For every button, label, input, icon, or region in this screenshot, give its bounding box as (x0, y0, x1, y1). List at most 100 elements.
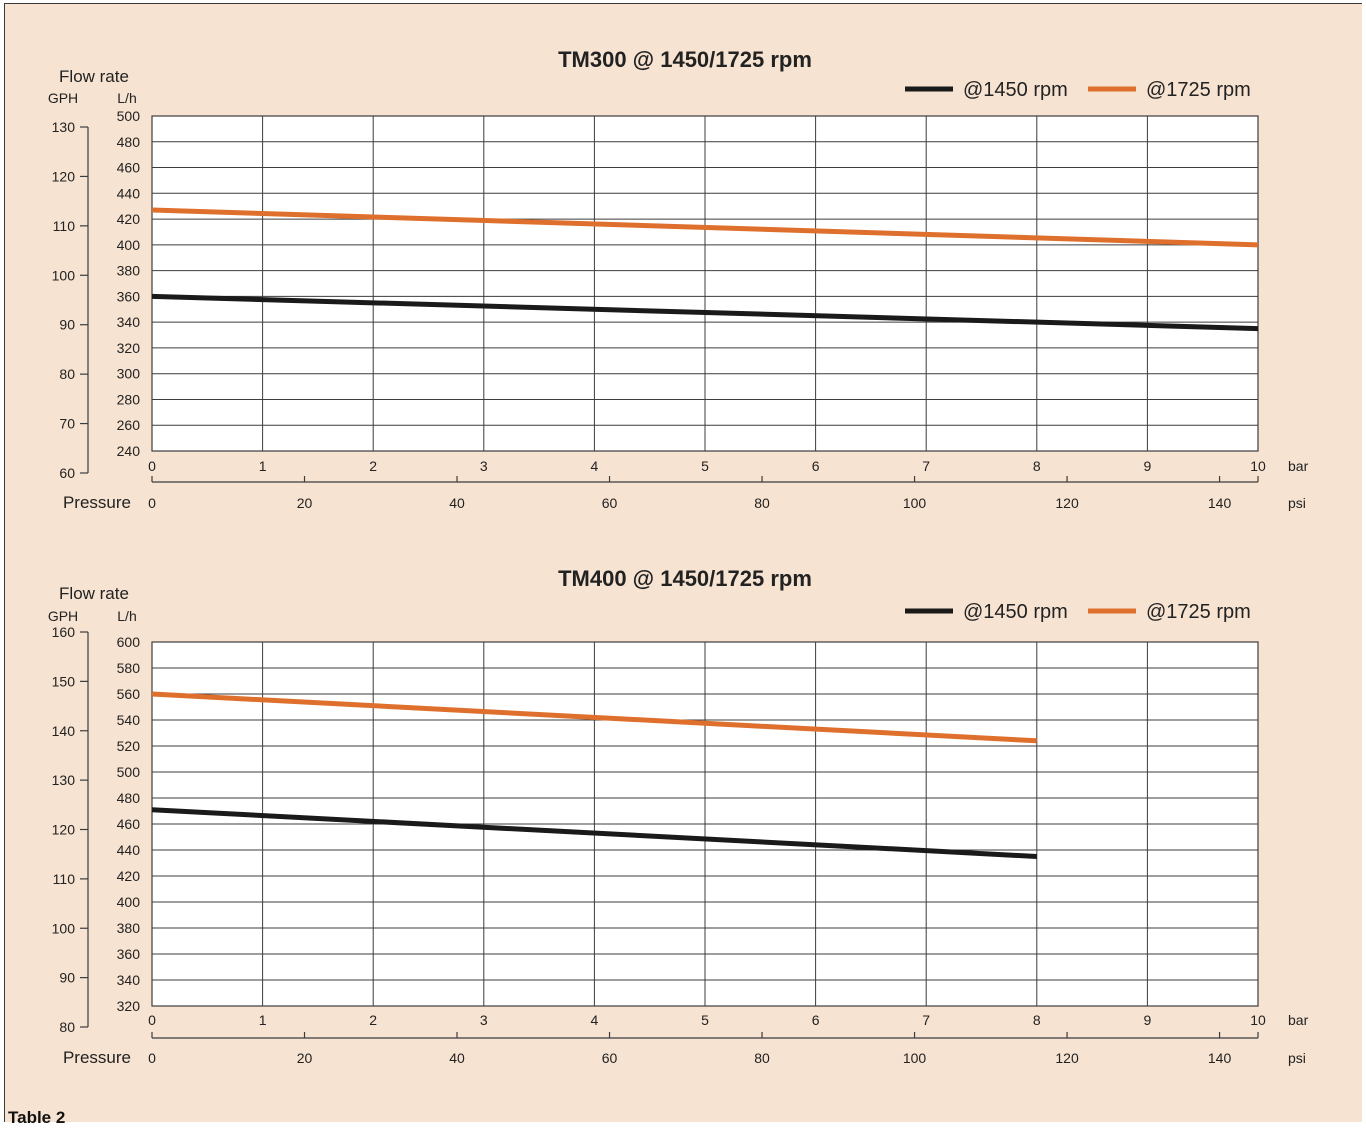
x-tick-label: 10 (1250, 458, 1266, 474)
gph-tick-label: 110 (53, 871, 76, 887)
psi-tick-label: 120 (1055, 495, 1079, 511)
y-tick-label: 460 (117, 160, 141, 176)
x-axis-title: Pressure (63, 1048, 131, 1067)
chart-2: 3203403603804004204404604805005205405605… (48, 566, 1309, 1067)
y-tick-label: 420 (117, 868, 141, 884)
psi-tick-label: 60 (602, 495, 618, 511)
gph-tick-label: 150 (52, 673, 76, 689)
psi-tick-label: 0 (148, 495, 156, 511)
psi-tick-label: 40 (449, 495, 465, 511)
x-tick-label: 9 (1144, 1012, 1152, 1028)
gph-tick-label: 90 (59, 317, 75, 333)
gph-tick-label: 80 (59, 366, 75, 382)
x-tick-label: 5 (701, 1012, 709, 1028)
psi-tick-label: 0 (148, 1050, 156, 1066)
y-tick-label: 480 (117, 790, 141, 806)
legend-label: @1725 rpm (1146, 601, 1251, 623)
x-tick-label: 4 (591, 458, 599, 474)
psi-tick-label: 40 (449, 1050, 465, 1066)
y-tick-label: 320 (117, 998, 141, 1014)
y-tick-label: 400 (117, 894, 141, 910)
y-tick-label: 440 (117, 842, 141, 858)
x-axis-title: Pressure (63, 493, 131, 512)
chart-title: TM400 @ 1450/1725 rpm (558, 566, 812, 591)
x-tick-label: 3 (480, 458, 488, 474)
psi-unit-label: psi (1288, 1050, 1306, 1066)
gph-tick-label: 130 (52, 119, 76, 135)
y-tick-label: 360 (117, 288, 141, 304)
gph-tick-label: 100 (52, 920, 76, 936)
y-tick-label: 580 (117, 660, 141, 676)
gph-tick-label: 160 (52, 624, 76, 640)
y-tick-label: 600 (117, 634, 141, 650)
x-tick-label: 6 (812, 1012, 820, 1028)
y-tick-label: 480 (117, 134, 141, 150)
y-tick-label: 380 (117, 263, 141, 279)
x-unit-label: bar (1288, 1012, 1309, 1028)
y-tick-label: 440 (117, 185, 141, 201)
series-line (151, 207, 1259, 248)
gph-tick-label: 100 (52, 267, 76, 283)
table-caption: Table 2 (8, 1108, 66, 1127)
psi-tick-label: 100 (903, 1050, 927, 1066)
y-tick-label: 240 (117, 443, 141, 459)
y-tick-label: 540 (117, 712, 141, 728)
x-tick-label: 0 (148, 1012, 156, 1028)
x-tick-label: 7 (922, 1012, 930, 1028)
psi-tick-label: 80 (754, 495, 770, 511)
y2-unit-label: GPH (48, 608, 78, 624)
y-tick-label: 260 (117, 417, 141, 433)
y-tick-label: 320 (117, 340, 141, 356)
legend-label: @1450 rpm (963, 79, 1068, 101)
y-tick-label: 520 (117, 738, 141, 754)
series-line (151, 691, 1037, 744)
psi-unit-label: psi (1288, 495, 1306, 511)
y-tick-label: 280 (117, 391, 141, 407)
x-tick-label: 8 (1033, 458, 1041, 474)
x-unit-label: bar (1288, 458, 1309, 474)
x-tick-label: 10 (1250, 1012, 1266, 1028)
chart-title: TM300 @ 1450/1725 rpm (558, 47, 812, 72)
y-tick-label: 300 (117, 366, 141, 382)
y2-unit-label: GPH (48, 90, 78, 106)
x-tick-label: 8 (1033, 1012, 1041, 1028)
x-tick-label: 5 (701, 458, 709, 474)
x-tick-label: 4 (591, 1012, 599, 1028)
psi-tick-label: 140 (1208, 495, 1232, 511)
y-tick-label: 380 (117, 920, 141, 936)
x-tick-label: 6 (812, 458, 820, 474)
gph-tick-label: 120 (52, 822, 76, 838)
y-tick-label: 460 (117, 816, 141, 832)
legend-label: @1725 rpm (1146, 79, 1251, 101)
gph-tick-label: 80 (59, 1019, 75, 1035)
x-tick-label: 1 (259, 1012, 267, 1028)
y-axis-title: Flow rate (59, 584, 129, 603)
x-tick-label: 0 (148, 458, 156, 474)
y-tick-label: 560 (117, 686, 141, 702)
gph-tick-label: 90 (59, 970, 75, 986)
psi-tick-label: 20 (297, 1050, 313, 1066)
y-tick-label: 340 (117, 314, 141, 330)
series-line (151, 293, 1259, 332)
x-tick-label: 2 (369, 1012, 377, 1028)
y-tick-label: 500 (117, 108, 141, 124)
psi-tick-label: 140 (1208, 1050, 1232, 1066)
gph-tick-label: 130 (52, 772, 76, 788)
chart-panel: 240 260 280 300 320 340 360 380 400 420 440 460 480 5… (4, 3, 1362, 1122)
series-line (151, 807, 1037, 859)
psi-tick-label: 60 (602, 1050, 618, 1066)
y-tick-label: 420 (117, 211, 141, 227)
gph-tick-label: 60 (59, 465, 75, 481)
y-tick-label: 500 (117, 764, 141, 780)
x-tick-label: 7 (922, 458, 930, 474)
x-tick-label: 1 (259, 458, 267, 474)
y-unit-label: L/h (117, 608, 136, 624)
psi-tick-label: 20 (297, 495, 313, 511)
psi-tick-label: 80 (754, 1050, 770, 1066)
y-tick-label: 340 (117, 972, 141, 988)
y-axis-title: Flow rate (59, 67, 129, 86)
charts-canvas: 2402602803003203403603804004204404604805… (48, 47, 1309, 1067)
x-tick-label: 2 (369, 458, 377, 474)
gph-tick-label: 110 (53, 218, 76, 234)
legend-label: @1450 rpm (963, 601, 1068, 623)
